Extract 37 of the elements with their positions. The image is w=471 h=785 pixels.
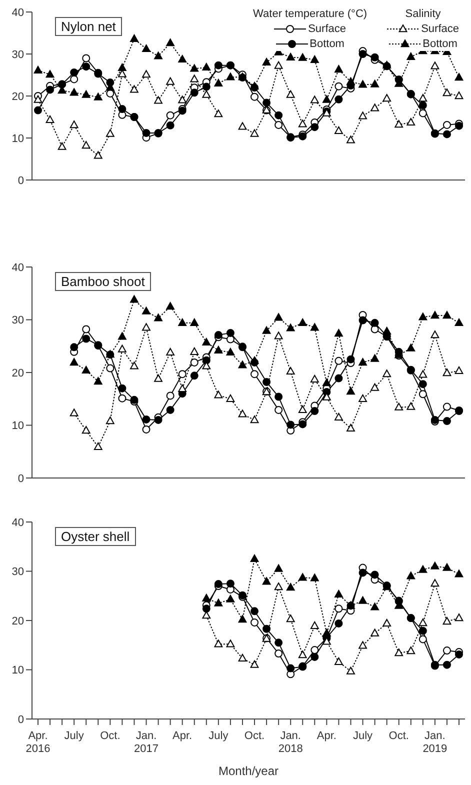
text: Nylon net — [61, 19, 116, 34]
y-tick-label: 40 — [12, 516, 24, 529]
y-tick-label: 10 — [12, 420, 24, 432]
y-tick-label: 40 — [12, 262, 24, 274]
y-tick-label: 40 — [12, 6, 24, 19]
legend-label: Bottom — [422, 38, 458, 50]
y-tick-label: 20 — [12, 90, 24, 103]
x-tick-label: Jan. 2017 — [134, 730, 158, 755]
y-tick-label: 0 — [18, 174, 24, 187]
y-tick-label: 0 — [18, 472, 24, 485]
text: Bamboo shoot — [61, 274, 145, 289]
x-tick-label: Jan. 2019 — [422, 730, 448, 755]
y-tick-label: 10 — [12, 664, 24, 677]
x-tick-label: Oct. — [100, 730, 120, 742]
x-tick-label: Oct. — [244, 730, 265, 742]
x-tick-label: July — [64, 730, 84, 742]
y-tick-label: 20 — [12, 367, 24, 380]
y-tick-label: 0 — [18, 714, 24, 726]
annotation: Water temperature (°C) — [253, 8, 368, 20]
x-tick-label: Apr. — [172, 730, 192, 742]
x-tick-label: Oct. — [388, 730, 409, 742]
x-axis-title: Month/year — [218, 764, 279, 778]
annotation: Salinity — [405, 8, 441, 20]
x-tick-label: Apr. — [316, 730, 336, 742]
legend-label: Bottom — [310, 38, 344, 50]
x-tick-label: Apr. 2016 — [26, 730, 50, 755]
x-tick-label: July — [208, 730, 229, 742]
y-tick-label: 30 — [12, 314, 24, 327]
legend-label: Surface — [308, 22, 346, 34]
legend-label: Surface — [421, 22, 459, 34]
y-tick-label: 10 — [12, 132, 24, 145]
x-tick-label: Jan. 2018 — [278, 730, 303, 755]
x-tick-label: July — [352, 730, 374, 742]
y-tick-label: 30 — [12, 566, 24, 578]
y-tick-label: 20 — [12, 615, 24, 628]
y-tick-label: 30 — [12, 48, 24, 61]
text: Oyster shell — [61, 529, 130, 544]
